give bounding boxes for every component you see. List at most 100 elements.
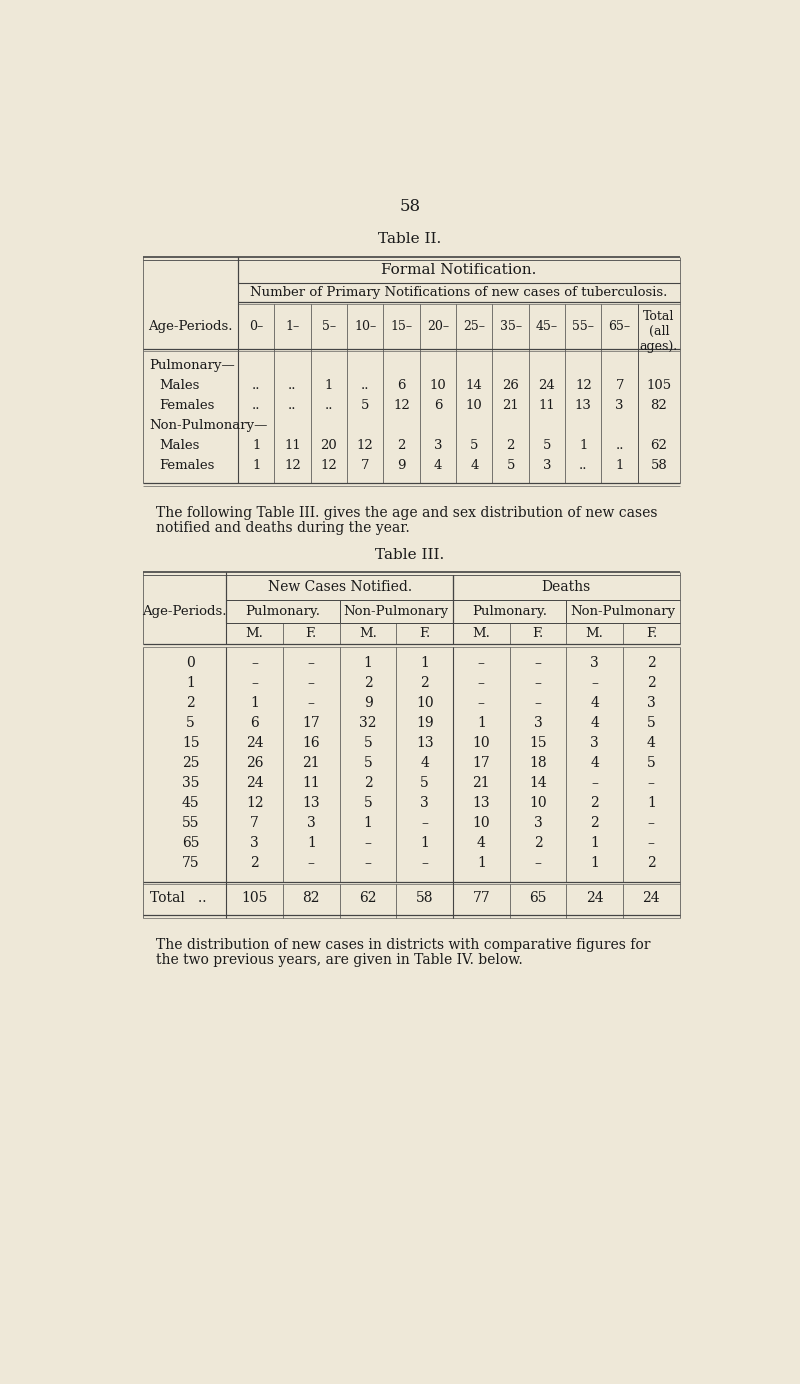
Text: 3: 3 — [615, 399, 624, 412]
Text: ..: .. — [288, 379, 297, 392]
Text: Formal Notification.: Formal Notification. — [381, 263, 537, 277]
Text: F.: F. — [306, 627, 317, 639]
Text: –: – — [308, 656, 315, 670]
Text: 58: 58 — [650, 459, 667, 472]
Text: 4: 4 — [420, 756, 429, 770]
Text: 105: 105 — [646, 379, 671, 392]
Text: 7: 7 — [615, 379, 624, 392]
Text: –: – — [534, 656, 542, 670]
Text: –: – — [591, 675, 598, 689]
Text: 3: 3 — [647, 696, 656, 710]
Text: 3: 3 — [250, 836, 259, 850]
Text: Non-Pulmonary: Non-Pulmonary — [344, 605, 449, 617]
Text: 5: 5 — [647, 756, 656, 770]
Text: The following Table III. gives the age and sex distribution of new cases: The following Table III. gives the age a… — [156, 505, 658, 519]
Text: Non-Pulmonary: Non-Pulmonary — [570, 605, 675, 617]
Text: 17: 17 — [302, 716, 320, 729]
Text: 2: 2 — [647, 675, 656, 689]
Text: Age-Periods.: Age-Periods. — [142, 605, 226, 617]
Text: 13: 13 — [416, 736, 434, 750]
Text: 11: 11 — [538, 399, 555, 412]
Text: Males: Males — [160, 439, 200, 453]
Text: 0: 0 — [186, 656, 195, 670]
Text: New Cases Notified.: New Cases Notified. — [268, 580, 412, 594]
Text: ..: .. — [361, 379, 370, 392]
Text: 1: 1 — [325, 379, 333, 392]
Text: 25–: 25– — [463, 320, 486, 332]
Text: 21: 21 — [502, 399, 519, 412]
Text: the two previous years, are given in Table IV. below.: the two previous years, are given in Tab… — [156, 954, 522, 967]
Text: –: – — [591, 776, 598, 790]
Text: –: – — [648, 817, 655, 830]
Text: 2: 2 — [647, 855, 656, 871]
Text: 32: 32 — [359, 716, 377, 729]
Text: Number of Primary Notifications of new cases of tuberculosis.: Number of Primary Notifications of new c… — [250, 286, 667, 299]
Text: Females: Females — [160, 459, 215, 472]
Text: 26: 26 — [502, 379, 519, 392]
Text: M.: M. — [246, 627, 263, 639]
Text: 20: 20 — [321, 439, 338, 453]
Text: 1: 1 — [615, 459, 624, 472]
Text: 5: 5 — [420, 776, 429, 790]
Text: Pulmonary.: Pulmonary. — [246, 605, 321, 617]
Text: 5: 5 — [542, 439, 551, 453]
Text: –: – — [365, 855, 371, 871]
Text: 105: 105 — [242, 891, 268, 905]
Text: Total
(all
ages).: Total (all ages). — [640, 310, 678, 353]
Text: 20–: 20– — [427, 320, 449, 332]
Text: 1: 1 — [647, 796, 656, 810]
Text: –: – — [308, 696, 315, 710]
Text: 1: 1 — [590, 855, 599, 871]
Text: 10: 10 — [430, 379, 446, 392]
Text: 15: 15 — [182, 736, 199, 750]
Text: 13: 13 — [473, 796, 490, 810]
Text: ..: .. — [579, 459, 587, 472]
Text: 1: 1 — [186, 675, 195, 689]
Text: 3: 3 — [434, 439, 442, 453]
Text: 12: 12 — [284, 459, 301, 472]
Text: 10: 10 — [473, 736, 490, 750]
Text: 82: 82 — [650, 399, 667, 412]
Text: 62: 62 — [650, 439, 667, 453]
Text: 35: 35 — [182, 776, 199, 790]
Text: 6: 6 — [250, 716, 259, 729]
Text: 1: 1 — [420, 656, 429, 670]
Text: 2: 2 — [647, 656, 656, 670]
Text: 16: 16 — [302, 736, 320, 750]
Text: F.: F. — [532, 627, 544, 639]
Text: 55–: 55– — [572, 320, 594, 332]
Text: 0–: 0– — [249, 320, 263, 332]
Text: 5: 5 — [361, 399, 370, 412]
Text: Age-Periods.: Age-Periods. — [148, 320, 233, 332]
Text: ..: .. — [325, 399, 333, 412]
Text: 10: 10 — [530, 796, 547, 810]
Text: 2: 2 — [534, 836, 542, 850]
Text: ..: .. — [288, 399, 297, 412]
Text: 9: 9 — [364, 696, 372, 710]
Text: 12: 12 — [246, 796, 263, 810]
Text: 4: 4 — [590, 756, 599, 770]
Text: 21: 21 — [302, 756, 320, 770]
Text: 2: 2 — [364, 776, 372, 790]
Text: 15–: 15– — [390, 320, 413, 332]
Text: 5: 5 — [364, 736, 372, 750]
Text: ..: .. — [252, 399, 260, 412]
Text: 1: 1 — [590, 836, 599, 850]
Text: 24: 24 — [246, 776, 263, 790]
Text: 5: 5 — [470, 439, 478, 453]
Text: 3: 3 — [420, 796, 429, 810]
Text: 4: 4 — [590, 696, 599, 710]
Text: 3: 3 — [534, 817, 542, 830]
Text: 4: 4 — [590, 716, 599, 729]
Text: –: – — [478, 675, 485, 689]
Text: notified and deaths during the year.: notified and deaths during the year. — [156, 520, 410, 536]
Text: 5: 5 — [506, 459, 514, 472]
Text: 55: 55 — [182, 817, 199, 830]
Text: 10: 10 — [416, 696, 434, 710]
Text: 3: 3 — [590, 736, 599, 750]
Text: 26: 26 — [246, 756, 263, 770]
Text: M.: M. — [359, 627, 377, 639]
Text: –: – — [421, 817, 428, 830]
Text: 17: 17 — [473, 756, 490, 770]
Text: –: – — [308, 675, 315, 689]
